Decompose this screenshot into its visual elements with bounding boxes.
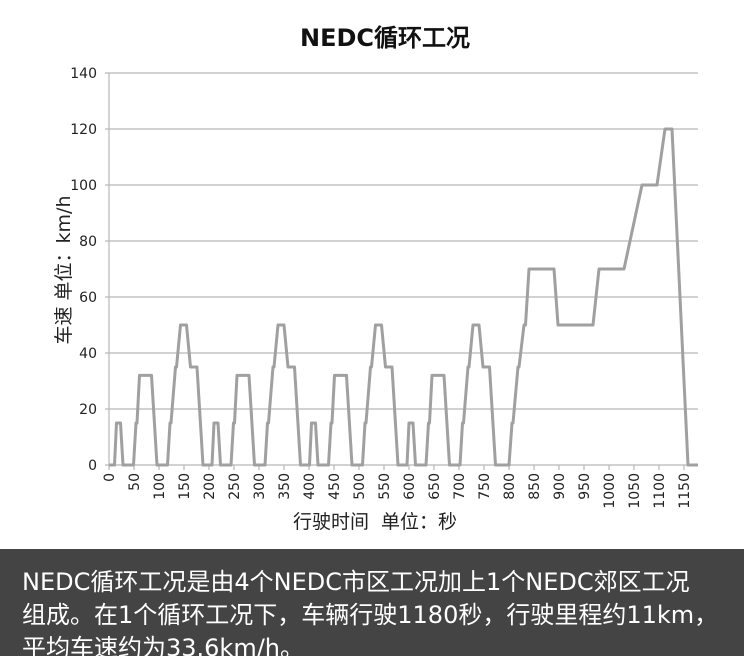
speed-chart: NEDC循环工况 0 20 40 60 80 100 120 140 0 50 100 150 200… bbox=[53, 24, 698, 533]
speed-series-line bbox=[109, 127, 698, 467]
y-tick-label: 80 bbox=[79, 234, 97, 250]
x-tick-label: 650 bbox=[427, 473, 443, 500]
y-tick-label: 20 bbox=[79, 402, 97, 418]
y-axis-label: 车速 单位：km/h bbox=[53, 196, 75, 345]
x-tick-label: 1100 bbox=[652, 473, 668, 509]
x-tick-label: 450 bbox=[327, 473, 343, 500]
x-tick-label: 200 bbox=[202, 473, 218, 500]
x-axis-label: 行驶时间 单位：秒 bbox=[293, 511, 457, 533]
x-tick-label: 400 bbox=[302, 473, 318, 500]
x-tick-label: 550 bbox=[377, 473, 393, 500]
x-tick-label: 300 bbox=[252, 473, 268, 500]
x-tick-label: 900 bbox=[552, 473, 568, 500]
caption-line-3: 平均车速约为33.6km/h。 bbox=[22, 634, 305, 656]
y-tick-label: 40 bbox=[79, 346, 97, 362]
y-tick-label: 100 bbox=[70, 178, 97, 194]
x-tick-label: 350 bbox=[277, 473, 293, 500]
x-tick-label: 600 bbox=[402, 473, 418, 500]
caption-line-1: NEDC循环工况是由4个NEDC市区工况加上1个NEDC郊区工况 bbox=[22, 568, 690, 596]
x-tick-label: 1000 bbox=[602, 473, 618, 509]
x-tick-label: 500 bbox=[352, 473, 368, 500]
x-tick-label: 250 bbox=[227, 473, 243, 500]
x-tick-label: 150 bbox=[177, 473, 193, 500]
y-tick-label: 120 bbox=[70, 122, 97, 138]
x-tick-label: 950 bbox=[577, 473, 593, 500]
x-tick-label: 800 bbox=[502, 473, 518, 500]
y-tick-label: 140 bbox=[70, 66, 97, 82]
caption-band: NEDC循环工况是由4个NEDC市区工况加上1个NEDC郊区工况 组成。在1个循… bbox=[0, 549, 744, 656]
x-tick-label: 1150 bbox=[677, 473, 693, 509]
x-tick-label: 100 bbox=[152, 473, 168, 500]
x-tick-label: 0 bbox=[102, 473, 118, 482]
x-tick-label: 700 bbox=[452, 473, 468, 500]
caption-line-2: 组成。在1个循环工况下，车辆行驶1180秒，行驶里程约11km， bbox=[22, 601, 719, 629]
x-tick-label: 1050 bbox=[627, 473, 643, 509]
chart-title: NEDC循环工况 bbox=[300, 24, 470, 52]
x-tick-label: 50 bbox=[127, 473, 143, 491]
y-tick-label: 60 bbox=[79, 290, 97, 306]
x-tick-label: 750 bbox=[477, 473, 493, 500]
y-tick-label: 0 bbox=[88, 458, 97, 474]
x-tick-label: 850 bbox=[527, 473, 543, 500]
